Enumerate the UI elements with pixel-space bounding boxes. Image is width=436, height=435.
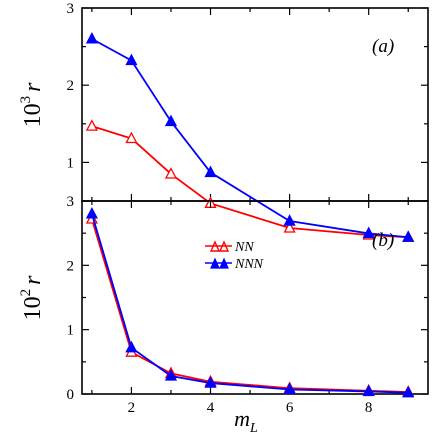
panel-a-label: (a) (372, 36, 394, 57)
legend-marker-nnn (210, 257, 220, 269)
panel-a-ytick-label: 1 (67, 155, 75, 171)
panel-b-xtick-label: 8 (365, 400, 373, 416)
panel-a-point-nnn (164, 114, 178, 127)
panel-a-ylabel-base: 10 (20, 103, 46, 127)
xaxis-label-sub: L (249, 421, 258, 435)
panel-a-point-nnn (204, 165, 217, 178)
panel-a-point-nn (85, 119, 98, 131)
panel-b-label: (b) (372, 230, 394, 251)
panel-a-ytick-label: 3 (67, 1, 75, 17)
panel-a-point-nnn (402, 230, 415, 242)
panel-b-ylabel-exp: 2 (18, 289, 34, 297)
panel-a-series-line-nnn (91, 38, 409, 239)
panel-a: 123 (a) 103r (18, 1, 429, 242)
panel-a-ylabel-exp: 3 (18, 96, 34, 104)
xaxis-label: mL (234, 406, 258, 435)
panel-b-point-nnn (85, 206, 98, 219)
panel-b-ylabel: 102 r (18, 275, 46, 321)
panel-a-point-nn (164, 167, 178, 179)
panel-a-point-nnn (85, 31, 98, 44)
panel-b-ylabel-var: r (20, 275, 46, 285)
panel-a-series-line-nn (91, 125, 409, 239)
panel-a-point-nnn (125, 53, 138, 66)
panel-b-ytick-label: 1 (67, 323, 75, 339)
panel-b-point-nnn (283, 382, 296, 395)
legend-marker-nnn-2 (219, 257, 229, 269)
xaxis-label-base: m (234, 406, 250, 431)
svg-text:103r: 103 r (18, 82, 46, 128)
panel-b-point-nnn (402, 385, 415, 398)
legend-entry-nn: NN (205, 240, 254, 255)
panel-b-point-nnn (164, 369, 178, 381)
panel-b-xtick-label: 4 (207, 400, 215, 416)
legend-entry-nnn: NNN (205, 257, 264, 272)
panel-b-ytick-label: 3 (67, 194, 75, 210)
legend-marker-nn-2 (218, 240, 230, 252)
panel-a-point-nn (283, 221, 296, 233)
panel-b-xtick-label: 6 (286, 400, 294, 416)
legend-label-nn: NN (234, 240, 254, 255)
panel-a-ytick-label: 2 (67, 78, 75, 94)
legend: NN NNN (205, 240, 264, 272)
svg-text:102r: 102 r (18, 275, 46, 321)
panel-b-ytick-label: 0 (67, 387, 75, 403)
panel-b-point-nnn (125, 340, 138, 353)
panel-b-point-nnn (362, 384, 375, 397)
panel-a-point-nn (125, 131, 138, 144)
panel-b-point-nnn (204, 376, 217, 388)
svg-text:mL: mL (234, 406, 258, 435)
panel-b-ytick-label: 2 (67, 258, 75, 274)
panel-a-ylabel-var: r (20, 82, 46, 92)
panel-b-ylabel-base: 10 (20, 296, 46, 320)
panel-a-ylabel: 103 r (18, 82, 46, 128)
panel-b-xtick-label: 2 (128, 400, 136, 416)
legend-marker-nn (209, 240, 221, 252)
panel-a-point-nnn (283, 214, 296, 226)
panel-a-point-nnn (362, 226, 375, 239)
legend-label-nnn: NNN (234, 257, 264, 272)
